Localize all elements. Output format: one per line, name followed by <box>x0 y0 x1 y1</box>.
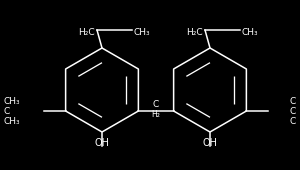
Text: C: C <box>290 116 296 125</box>
Text: CH₃: CH₃ <box>4 116 21 125</box>
Text: C: C <box>4 106 10 115</box>
Text: H₂C: H₂C <box>78 28 95 37</box>
Text: CH₃: CH₃ <box>4 97 21 106</box>
Text: OH: OH <box>202 138 217 148</box>
Text: H₂: H₂ <box>152 110 160 119</box>
Text: C: C <box>153 100 159 109</box>
Text: OH: OH <box>94 138 110 148</box>
Text: C: C <box>290 106 296 115</box>
Text: CH₃: CH₃ <box>241 28 258 37</box>
Text: H₂C: H₂C <box>186 28 203 37</box>
Text: C: C <box>290 97 296 106</box>
Text: CH₃: CH₃ <box>133 28 150 37</box>
